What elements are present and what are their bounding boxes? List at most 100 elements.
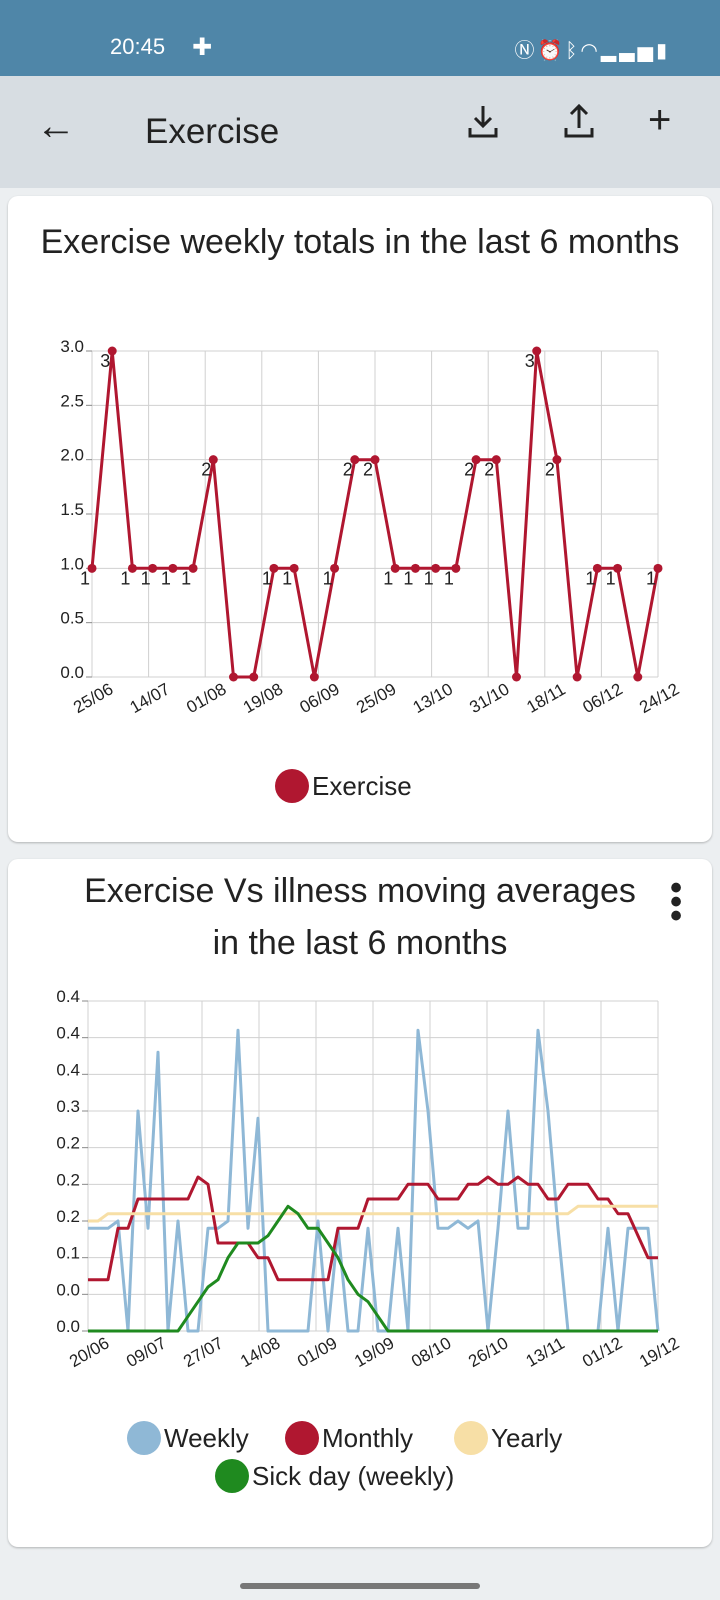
x-tick-label: 26/10 [465, 1333, 511, 1371]
y-tick-label: 2.5 [60, 391, 84, 410]
data-point [390, 563, 400, 573]
data-point [289, 563, 299, 573]
y-tick-label: 0.0 [60, 663, 84, 682]
data-label: 1 [141, 568, 151, 588]
x-tick-label: 14/08 [237, 1333, 283, 1371]
series-line-weekly [88, 1028, 660, 1333]
data-point [431, 563, 441, 573]
y-tick-label: 0.2 [56, 1134, 80, 1153]
chart2-title: Exercise Vs illness moving averages in t… [84, 872, 636, 962]
data-label: 2 [464, 460, 474, 480]
data-point [330, 563, 340, 573]
legend-swatch [454, 1421, 488, 1455]
more-options-icon[interactable]: • • • [670, 869, 682, 935]
series-line-yearly [88, 1204, 658, 1223]
x-tick-label: 06/09 [296, 679, 342, 717]
x-tick-label: 19/12 [636, 1333, 682, 1371]
legend-label: Monthly [322, 1423, 413, 1453]
status-bar: 20:45 ✚ Ⓝ⏰ᛒ◠▂▃▅▮ [0, 0, 720, 76]
data-label: 1 [161, 568, 171, 588]
legend-label: Weekly [164, 1423, 249, 1453]
x-tick-label: 14/07 [127, 679, 173, 717]
data-label: 1 [282, 568, 292, 588]
data-label: 1 [646, 568, 656, 588]
x-tick-label: 24/12 [636, 679, 682, 717]
data-point [350, 455, 360, 465]
x-tick-label: 19/09 [351, 1333, 397, 1371]
gesture-navigation-bar[interactable] [240, 1583, 480, 1589]
x-tick-label: 09/07 [123, 1333, 169, 1371]
data-point [552, 455, 562, 465]
data-label: 2 [545, 460, 555, 480]
data-label: 3 [100, 351, 110, 371]
data-point [148, 563, 158, 573]
moving-averages-chart: 0.0 0.0 0.1 0.2 0.2 0.2 0.3 0.4 0.4 0.4 20/06 09/0… [56, 987, 682, 1493]
y-tick-label: 0.2 [56, 1170, 80, 1189]
data-label: 2 [201, 460, 211, 480]
data-point [229, 672, 238, 682]
weekly-totals-card: Exercise weekly totals in the last 6 mon… [8, 196, 712, 842]
share-icon[interactable] [562, 102, 596, 149]
legend-label: Exercise [312, 771, 412, 801]
data-point [471, 455, 481, 465]
data-point [613, 563, 623, 573]
y-tick-label: 1.0 [60, 554, 84, 573]
y-tick-label: 2.0 [60, 446, 84, 465]
x-tick-label: 27/07 [180, 1333, 226, 1371]
data-point [107, 346, 117, 356]
data-label: 2 [484, 460, 494, 480]
legend-swatch [215, 1459, 249, 1493]
system-icons: Ⓝ⏰ᛒ◠▂▃▅▮ [514, 34, 670, 63]
add-icon[interactable]: + [648, 98, 672, 142]
data-label: 1 [403, 568, 413, 588]
download-icon[interactable] [466, 102, 500, 149]
data-label: 1 [585, 568, 595, 588]
legend-label: Sick day (weekly) [252, 1461, 454, 1491]
weekly-totals-chart: 0.0 0.5 1.0 1.5 2.0 2.5 3.0 25/06 14/07 01/08 19/… [60, 337, 682, 803]
data-label: 1 [120, 568, 130, 588]
y-tick-label: 0.0 [56, 1280, 80, 1299]
data-point [491, 455, 501, 465]
data-point [309, 672, 319, 682]
data-point [451, 563, 461, 573]
y-tick-label: 0.0 [56, 1317, 80, 1336]
data-point [188, 563, 198, 573]
data-label: 2 [363, 460, 373, 480]
series-line-monthly [88, 1175, 658, 1282]
data-point [633, 672, 643, 682]
data-label: 1 [323, 568, 333, 588]
data-point [512, 672, 521, 682]
x-tick-label: 20/06 [66, 1333, 112, 1371]
x-tick-label: 06/12 [579, 679, 625, 717]
legend-swatch [127, 1421, 161, 1455]
x-tick-label: 31/10 [466, 679, 512, 717]
x-tick-label: 08/10 [408, 1333, 454, 1371]
data-label: 1 [606, 568, 616, 588]
bluetooth-icon: ᛒ [565, 40, 581, 62]
status-time: 20:45 [110, 34, 166, 59]
x-tick-label: 01/09 [294, 1333, 340, 1371]
x-tick-label: 13/10 [410, 679, 456, 717]
data-label: 1 [262, 568, 272, 588]
y-tick-label: 0.5 [60, 609, 84, 628]
back-arrow-icon[interactable]: ← [36, 104, 76, 148]
data-point [653, 563, 663, 573]
y-tick-label: 0.4 [56, 1060, 80, 1079]
data-label: 1 [444, 568, 454, 588]
data-label: 1 [80, 568, 90, 588]
data-label: 1 [424, 568, 434, 588]
x-tick-label: 25/06 [70, 679, 116, 717]
data-label: 3 [525, 351, 535, 371]
data-label: 2 [343, 460, 353, 480]
page-title: Exercise [145, 112, 280, 151]
data-point [269, 563, 279, 573]
data-point [532, 346, 542, 356]
series-line-sick-day-weekly- [88, 1204, 658, 1333]
y-tick-label: 3.0 [60, 337, 84, 356]
data-label: 1 [181, 568, 191, 588]
legend-swatch [285, 1421, 319, 1455]
data-point [168, 563, 178, 573]
nfc-icon: Ⓝ [514, 40, 538, 62]
data-point [370, 455, 380, 465]
wifi-icon: ◠ [580, 40, 601, 62]
